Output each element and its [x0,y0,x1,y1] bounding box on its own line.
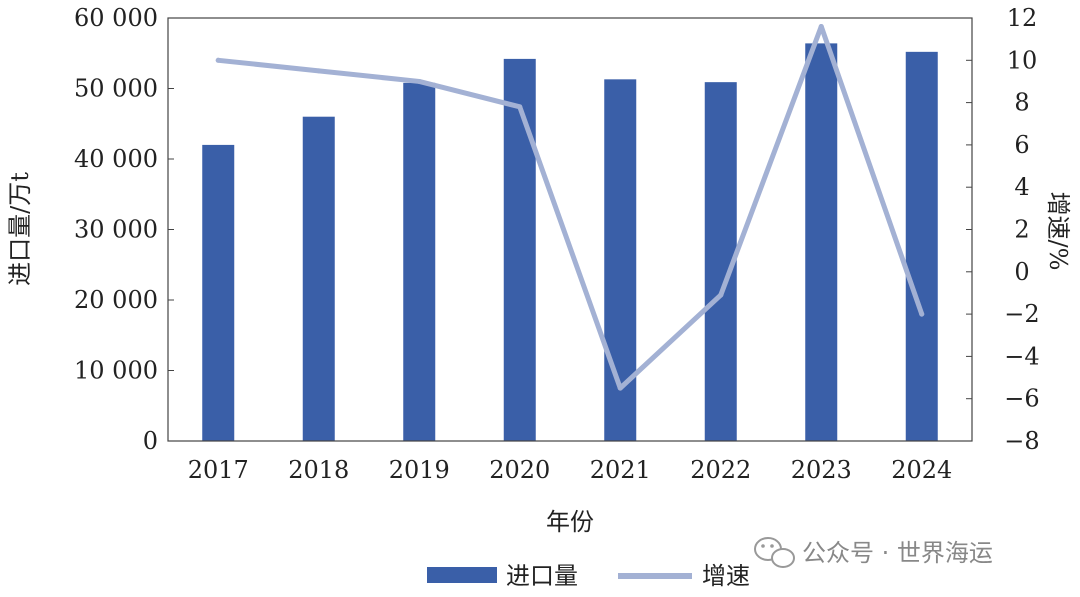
bar-2023 [805,43,838,441]
growth-point-2019 [416,78,422,84]
y2-tick-label: 2 [1014,216,1029,244]
legend: 进口量 增速 [427,562,750,590]
bar-2017 [202,144,235,441]
growth-point-2022 [718,292,724,298]
y2-tick-label: −6 [1004,385,1039,413]
y2-tick-label: 0 [1014,258,1029,286]
x-tick-label: 2022 [690,456,751,484]
y-tick-label: 50 000 [74,75,158,103]
growth-point-2018 [316,68,322,74]
x-tick-label: 2018 [288,456,349,484]
bar-2019 [403,82,436,442]
x-tick-label: 2017 [188,456,249,484]
plot-frame [167,17,973,442]
y-tick-label: 20 000 [74,286,158,314]
growth-point-2021 [617,385,623,391]
left-axis: 0 10 000 20 000 30 000 40 000 50 000 60 000 [74,4,174,455]
growth-point-2020 [517,104,523,110]
y2-tick-label: −2 [1004,300,1039,328]
growth-point-2017 [215,57,221,63]
y-axis-title: 进口量/万t [6,172,34,286]
wechat-icon [754,537,795,568]
x-tick-label: 2019 [389,456,450,484]
y-tick-label: 30 000 [74,216,158,244]
x-tick-label: 2021 [590,456,651,484]
y2-tick-label: 4 [1014,173,1029,201]
x-axis: 2017 2018 2019 2020 2021 2022 2023 2024 [188,456,953,484]
legend-bar-label: 进口量 [506,562,578,590]
y-tick-label: 0 [143,427,158,455]
y-tick-label: 60 000 [74,4,158,32]
growth-line [215,23,925,391]
x-tick-label: 2024 [891,456,952,484]
x-axis-title: 年份 [546,508,594,536]
legend-bar-swatch [427,567,497,583]
y2-tick-label: −4 [1004,342,1039,370]
x-tick-label: 2020 [489,456,550,484]
y2-tick-label: 6 [1014,131,1029,159]
y-tick-label: 10 000 [74,357,158,385]
line-series [215,23,925,391]
growth-point-2023 [818,23,824,29]
bar-2024 [905,51,938,442]
watermark: 公众号 · 世界海运 [754,537,993,568]
bar-2020 [503,58,536,441]
y2-tick-label: −8 [1004,427,1039,455]
y2-tick-label: 10 [1007,46,1038,74]
right-axis: −8 −6 −4 −2 0 2 4 6 8 10 12 [966,4,1040,455]
y2-tick-label: 8 [1014,89,1029,117]
bar-2018 [302,116,335,441]
growth-point-2024 [919,311,925,317]
y2-axis-title: 增速/% [1044,192,1072,271]
legend-line-label: 增速 [702,562,750,590]
watermark-text: 公众号 · 世界海运 [802,539,993,567]
y-tick-label: 40 000 [74,145,158,173]
y2-tick-label: 12 [1007,4,1038,32]
x-tick-label: 2023 [791,456,852,484]
